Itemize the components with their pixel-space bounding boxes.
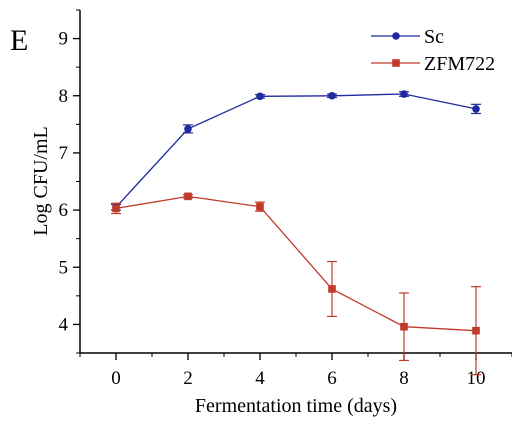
y-axis-title: Log CFU/mL [30,126,52,235]
legend-label-zfm722: ZFM722 [424,53,495,75]
y-tick-label: 9 [59,29,69,50]
x-tick-label: 10 [467,368,486,389]
data-point-sc [184,125,192,133]
axes: 0 2 4 6 8 10 4 5 6 7 8 9 [59,9,512,389]
x-tick-label: 8 [399,368,409,389]
legend: Sc ZFM722 [371,26,495,75]
data-point-zfm722 [112,204,120,213]
data-point-zfm722 [256,202,264,211]
y-tick-label: 7 [59,143,69,164]
data-point-sc [472,105,480,113]
data-point-zfm722 [472,326,480,335]
y-tick-label: 8 [59,86,69,107]
x-tick-label: 2 [183,368,193,389]
series-line-sc [115,93,477,208]
panel-label: E [10,24,28,57]
x-tick-label: 6 [327,368,337,389]
data-point-sc [256,92,264,101]
series-layer [111,90,481,376]
legend-marker-zfm722 [392,59,400,67]
data-point-zfm722 [184,192,192,201]
x-tick-label: 0 [111,368,121,389]
data-point-zfm722 [328,285,336,293]
x-axis-title: Fermentation time (days) [195,395,397,417]
data-point-sc [328,91,336,100]
x-tick-label: 4 [255,368,265,389]
y-tick-label: 5 [59,257,69,278]
y-tick-label: 4 [59,314,69,335]
series-line-zfm722 [115,195,477,332]
data-point-zfm722 [400,322,408,331]
legend-marker-sc [392,32,400,40]
y-tick-label: 6 [59,200,69,221]
legend-label-sc: Sc [424,26,444,48]
data-point-sc [400,90,408,98]
